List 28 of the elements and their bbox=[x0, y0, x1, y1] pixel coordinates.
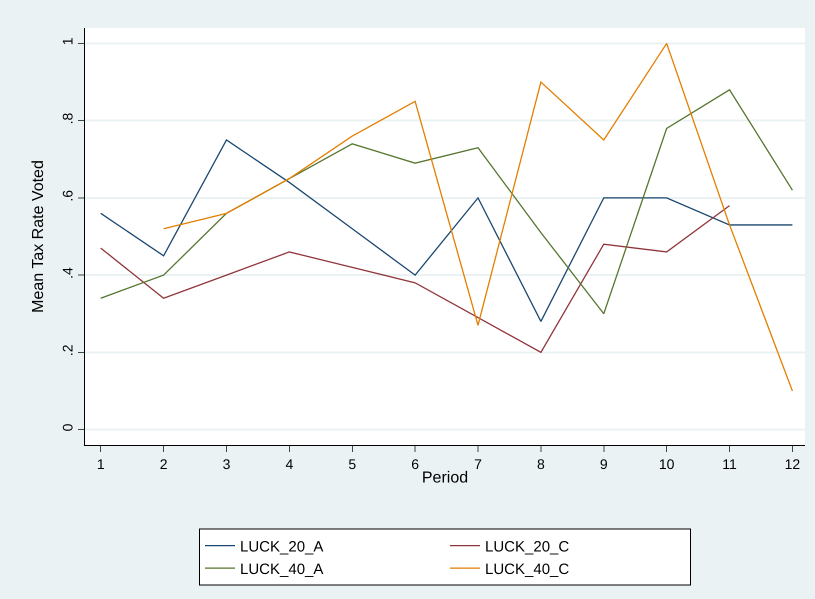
legend-label: LUCK_20_A bbox=[240, 538, 324, 556]
x-tick-label: 6 bbox=[411, 456, 420, 472]
y-tick-label: 1 bbox=[59, 37, 76, 46]
x-tick-label: 11 bbox=[722, 456, 738, 472]
x-tick-label: 9 bbox=[600, 456, 608, 472]
line-series bbox=[100, 204, 730, 353]
x-tick-label: 10 bbox=[658, 456, 675, 472]
x-tick-label: 8 bbox=[537, 456, 545, 472]
y-tick-label: 0 bbox=[59, 423, 76, 432]
legend-label: LUCK_20_C bbox=[485, 538, 570, 556]
x-tick-label: 3 bbox=[222, 456, 231, 472]
x-axis-title: Period bbox=[422, 470, 468, 486]
line-series bbox=[162, 42, 794, 392]
x-tick-label: 5 bbox=[348, 456, 356, 472]
x-tick-label: 1 bbox=[96, 456, 105, 472]
y-axis-title: Mean Tax Rate Voted bbox=[30, 160, 47, 313]
y-tick-label: .2 bbox=[59, 344, 76, 356]
line-series bbox=[100, 139, 794, 322]
y-tick-label: .4 bbox=[59, 266, 76, 279]
x-tick-label: 12 bbox=[784, 456, 800, 472]
line-series bbox=[100, 89, 794, 314]
x-tick-label: 2 bbox=[160, 456, 168, 472]
legend-label: LUCK_40_A bbox=[240, 561, 324, 578]
legend-label: LUCK_40_C bbox=[485, 561, 570, 578]
x-tick-label: 7 bbox=[474, 456, 482, 472]
y-tick-label: .8 bbox=[59, 112, 76, 124]
y-tick-label: .6 bbox=[59, 190, 76, 202]
x-tick-label: 4 bbox=[285, 456, 294, 472]
